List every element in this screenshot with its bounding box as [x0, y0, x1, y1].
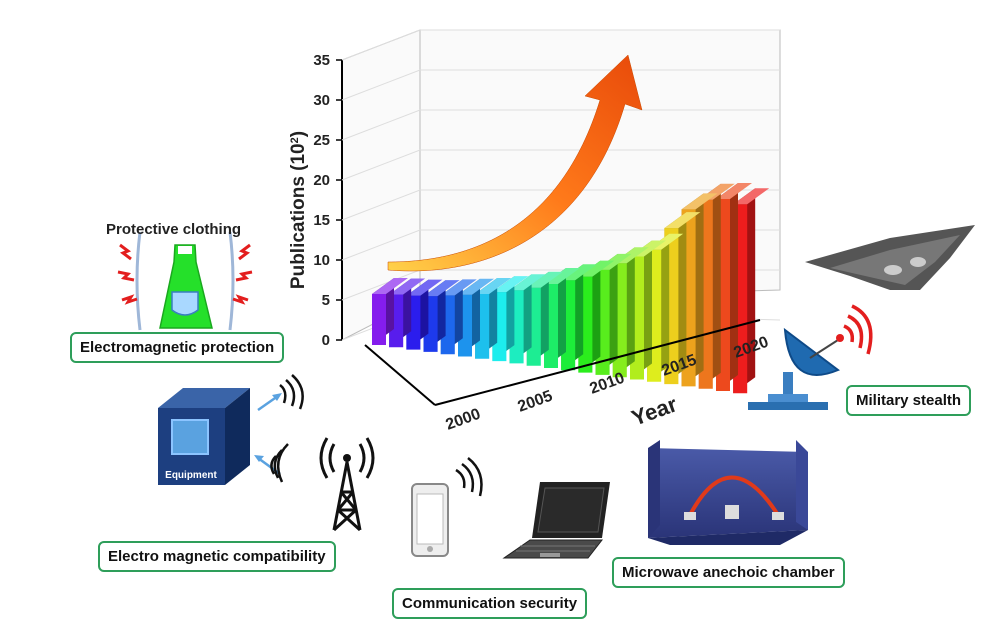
bar-top	[526, 271, 563, 288]
stealth-aircraft-icon	[805, 225, 975, 290]
x-tick-label: 2010	[588, 370, 627, 398]
y-tick-label: 30	[313, 92, 330, 109]
grid	[341, 29, 781, 341]
em-compatibility-label: Electro magnetic compatibility	[98, 541, 336, 572]
y-axis-label: Publications (102)	[288, 131, 309, 289]
bar-top	[681, 193, 718, 210]
x-axis-line	[434, 319, 761, 406]
growth-arrow-icon	[387, 54, 643, 272]
laptop-icon	[502, 482, 610, 559]
gridline	[341, 69, 780, 101]
communication-security-label: Communication security	[392, 588, 588, 619]
antenna-tower-icon	[319, 437, 375, 532]
anechoic-chamber-icon	[648, 440, 808, 545]
y-tick-label: 25	[313, 132, 330, 149]
gridline	[341, 189, 780, 221]
gridline	[341, 109, 780, 141]
gridline	[341, 229, 780, 261]
bar-top	[440, 279, 477, 296]
bar-front	[372, 294, 386, 345]
bar-top	[492, 276, 529, 293]
y-tick-label: 5	[322, 292, 330, 309]
x-tick-label: 2005	[516, 388, 555, 416]
bar-top	[372, 278, 408, 294]
y-tick-label: 0	[322, 332, 330, 349]
bar-top	[406, 279, 443, 296]
bar	[389, 278, 426, 348]
bar-top	[544, 268, 580, 284]
equipment-label: Equipment	[165, 470, 217, 481]
bar-top	[561, 264, 598, 281]
bar	[423, 280, 460, 352]
y-tick-label: 35	[313, 52, 330, 69]
x-axis-line	[364, 344, 436, 406]
gridline	[341, 29, 780, 61]
bar-top	[423, 280, 460, 297]
radar-dish-icon	[748, 304, 873, 410]
phone-icon	[411, 457, 483, 557]
y-tick-label: 20	[313, 172, 330, 189]
bar	[372, 278, 408, 345]
bar	[492, 276, 529, 362]
gridline	[341, 149, 780, 181]
bar-top	[716, 183, 752, 199]
anechoic-chamber-label: Microwave anechoic chamber	[612, 557, 845, 588]
bar	[475, 278, 512, 359]
em-protection-label: Electromagnetic protection	[70, 332, 285, 363]
bar-top	[389, 278, 426, 295]
bar	[458, 278, 494, 357]
y-tick-label: 10	[313, 252, 330, 269]
bars	[372, 183, 770, 394]
x-axis-label: Year	[628, 391, 681, 431]
bar-top	[475, 278, 512, 294]
signal-out-icon	[254, 443, 289, 483]
y-axis: 0 5 10 15 20 25 30 35	[313, 52, 342, 349]
x-tick-label: 2000	[444, 406, 483, 434]
bar-top	[578, 260, 615, 277]
bar-top	[664, 212, 701, 229]
military-stealth-label: Military stealth	[846, 385, 972, 416]
bar	[406, 279, 443, 350]
bar-top	[733, 188, 770, 205]
protective-clothing-icon	[117, 231, 253, 331]
bar-top	[458, 278, 494, 295]
signal-in-icon	[257, 374, 304, 412]
protective-clothing-title: Protective clothing	[106, 221, 242, 238]
bar-top	[509, 274, 546, 291]
equipment-icon: Equipment	[158, 388, 250, 485]
y-tick-label: 15	[313, 212, 330, 229]
